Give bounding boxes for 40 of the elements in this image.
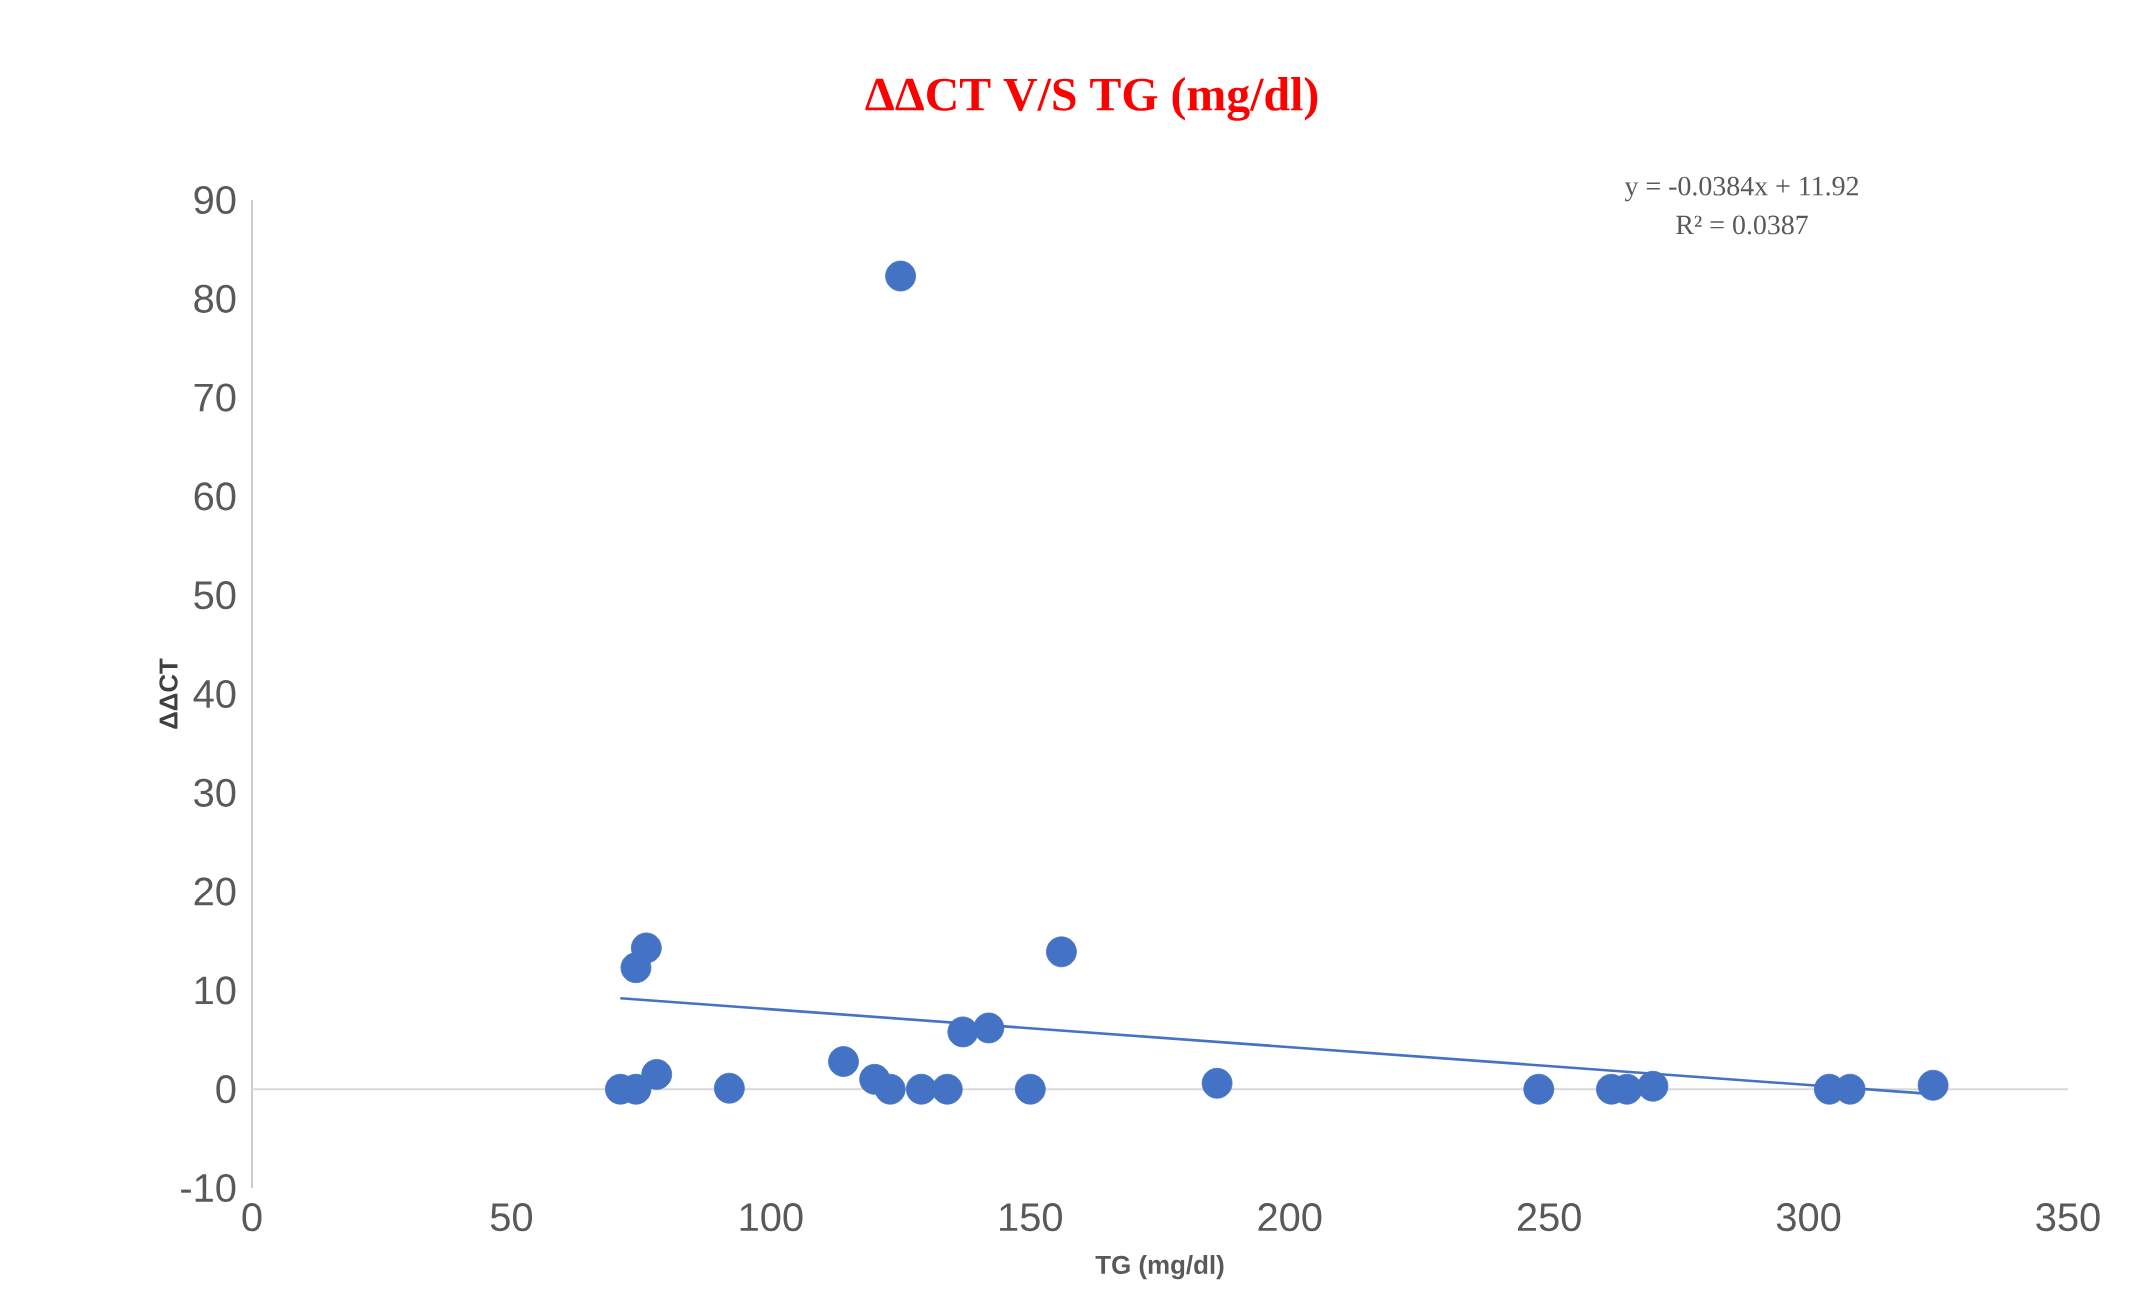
y-tick-label: 70	[194, 383, 236, 412]
y-tick-label: 30	[194, 778, 236, 807]
point	[905, 1073, 937, 1105]
y-tick-label: 60	[194, 482, 236, 511]
y-tick-label: 90	[194, 185, 236, 215]
y-tick-label: 10	[195, 976, 236, 1005]
x-tick-label: 200	[1258, 1203, 1322, 1232]
y-tick-label: 50	[194, 581, 236, 610]
y-tick-label: -10	[181, 1173, 236, 1203]
annotation: y = -0.0384x + 11.92	[1624, 176, 1858, 202]
y-axis-title: ΔΔCT	[159, 658, 178, 729]
point	[1014, 1073, 1046, 1105]
y-tick-label: 40	[193, 679, 236, 709]
x-tick-label: 100	[740, 1203, 803, 1232]
x-tick-label: 50	[490, 1203, 533, 1232]
point	[828, 1046, 859, 1077]
x-tick-label: 0	[242, 1203, 262, 1232]
x-tick-label: 150	[1000, 1203, 1062, 1232]
point	[1046, 936, 1077, 968]
point	[947, 1016, 979, 1048]
point	[1917, 1069, 1949, 1101]
x-tick-label: 300	[1776, 1203, 1841, 1232]
point	[1523, 1073, 1555, 1105]
point	[630, 932, 662, 964]
point	[713, 1072, 745, 1104]
point	[874, 1073, 906, 1105]
x-tick-label: 250	[1517, 1203, 1581, 1232]
y-tick-label: 20	[194, 877, 236, 906]
point	[641, 1058, 673, 1090]
point	[973, 1012, 1005, 1044]
annotation: R² = 0.0387	[1676, 215, 1808, 235]
x-axis-title: TG (mg/dl)	[1095, 1255, 1224, 1280]
point	[931, 1073, 963, 1105]
y-tick-label: 80	[194, 284, 236, 313]
point	[885, 260, 916, 292]
x-tick-label: 350	[2036, 1203, 2100, 1232]
point	[1201, 1067, 1233, 1099]
y-tick-label: 0	[216, 1075, 236, 1104]
chart-title: ΔΔCT V/S TG (mg/dl)	[865, 77, 1318, 121]
point	[1637, 1070, 1669, 1102]
